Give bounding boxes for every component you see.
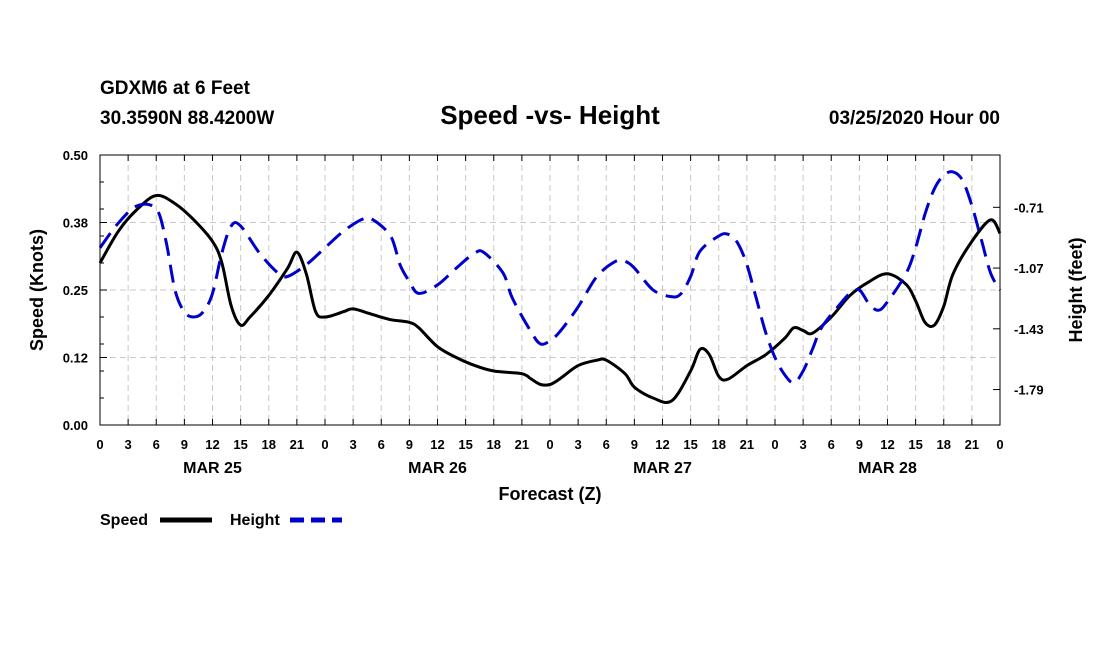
x-tick-label: 9 — [181, 437, 188, 452]
x-tick-label: 0 — [996, 437, 1003, 452]
x-tick-label: 6 — [378, 437, 385, 452]
series-layer — [98, 170, 1002, 404]
x-tick-label: 18 — [937, 437, 951, 452]
x-axis-title: Forecast (Z) — [498, 484, 601, 504]
grid — [100, 155, 1000, 425]
x-tick-label: 15 — [908, 437, 922, 452]
x-tick-label: 6 — [153, 437, 160, 452]
x-tick-label: 6 — [828, 437, 835, 452]
x-tick-label: 12 — [430, 437, 444, 452]
x-tick-label: 15 — [458, 437, 472, 452]
y-left-tick-label: 0.50 — [63, 148, 88, 163]
x-tick-label: 15 — [683, 437, 697, 452]
ticks — [99, 154, 1001, 426]
x-tick-label: 0 — [96, 437, 103, 452]
x-tick-label: 3 — [125, 437, 132, 452]
y-left-tick-label: 0.25 — [63, 283, 88, 298]
x-tick-label: 18 — [262, 437, 276, 452]
y-left-tick-label: 0.00 — [63, 418, 88, 433]
x-tick-label: 18 — [712, 437, 726, 452]
x-tick-label: 21 — [740, 437, 754, 452]
x-date-label: MAR 26 — [408, 460, 467, 477]
legend-speed-label: Speed — [100, 512, 148, 529]
x-date-label: MAR 25 — [183, 460, 242, 477]
y-right-tick-label: -1.79 — [1014, 383, 1044, 398]
x-tick-label: 3 — [350, 437, 357, 452]
x-tick-label: 21 — [515, 437, 529, 452]
x-date-label: MAR 28 — [858, 460, 917, 477]
location-label: 30.3590N 88.4200W — [100, 108, 274, 129]
series-line-height — [98, 170, 1002, 385]
x-date-label: MAR 27 — [633, 460, 692, 477]
x-tick-label: 12 — [205, 437, 219, 452]
y-axis-right-title: Height (feet) — [1066, 238, 1086, 343]
y-right-tick-label: -0.71 — [1014, 200, 1044, 215]
x-tick-label: 12 — [655, 437, 669, 452]
x-tick-label: 0 — [321, 437, 328, 452]
x-tick-label: 15 — [233, 437, 247, 452]
x-tick-label: 18 — [487, 437, 501, 452]
y-right-tick-label: -1.43 — [1014, 322, 1044, 337]
x-tick-label: 9 — [631, 437, 638, 452]
x-tick-label: 0 — [771, 437, 778, 452]
x-tick-label: 0 — [546, 437, 553, 452]
x-tick-label: 9 — [856, 437, 863, 452]
x-tick-label: 3 — [575, 437, 582, 452]
y-right-tick-label: -1.07 — [1014, 261, 1044, 276]
series-line-speed — [98, 193, 1002, 404]
y-left-tick-label: 0.12 — [63, 351, 88, 366]
y-left-tick-label: 0.38 — [63, 216, 88, 231]
legend: Speed Height — [100, 512, 342, 529]
x-tick-label: 6 — [603, 437, 610, 452]
y-axis-left-title: Speed (Knots) — [27, 229, 47, 351]
x-tick-label: 3 — [800, 437, 807, 452]
chart-title: Speed -vs- Height — [440, 100, 660, 130]
legend-height-label: Height — [230, 512, 280, 529]
tick-labels: 0 3 6 9 12 15 18 21 0 3 6 9 12 15 18 21 0 3 6 9 12 15 18 21 0 3 6 9… — [63, 148, 1044, 477]
x-tick-label: 12 — [880, 437, 894, 452]
station-label: GDXM6 at 6 Feet — [100, 78, 251, 99]
datetime-label: 03/25/2020 Hour 00 — [829, 108, 1000, 129]
x-tick-label: 21 — [965, 437, 979, 452]
x-tick-label: 9 — [406, 437, 413, 452]
x-tick-label: 21 — [290, 437, 304, 452]
